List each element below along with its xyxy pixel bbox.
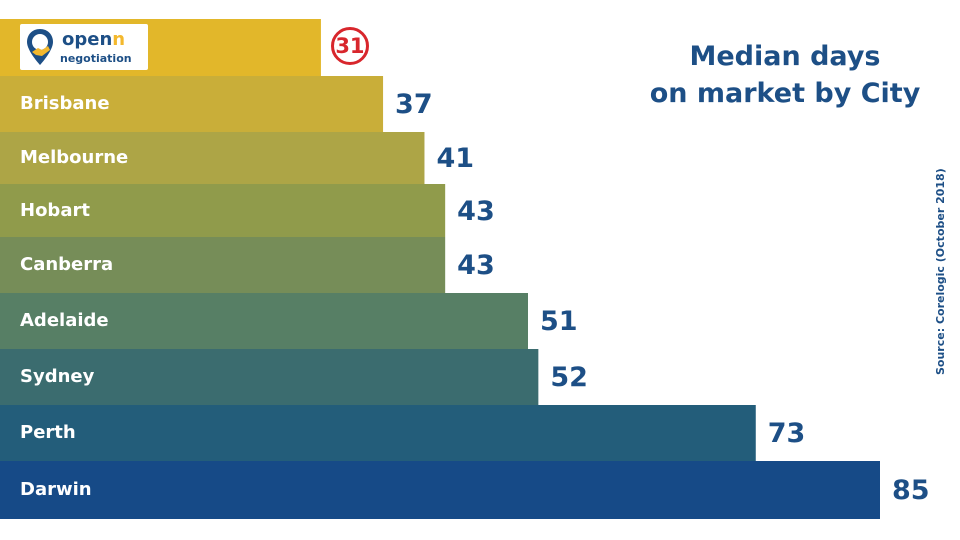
logo-wordmark: openn <box>62 29 126 50</box>
chart-title: Median days on market by City <box>620 38 950 112</box>
bar-adelaide <box>0 293 528 349</box>
value-label-highlight: 31 <box>330 27 369 65</box>
value-label-canberra: 43 <box>457 250 495 281</box>
bar-darwin <box>0 461 880 519</box>
bar-label-brisbane: Brisbane <box>20 93 110 114</box>
bar-canberra <box>0 237 446 293</box>
bar-label-melbourne: Melbourne <box>20 147 129 168</box>
value-label-sydney: 52 <box>550 362 588 393</box>
source-note: Source: Corelogic (October 2018) <box>934 168 947 375</box>
value-label-perth: 73 <box>767 418 806 449</box>
bar-brisbane <box>0 76 384 132</box>
value-label-brisbane: 37 <box>395 89 433 120</box>
bar-perth <box>0 405 756 461</box>
bar-label-canberra: Canberra <box>20 254 114 275</box>
chart-title-line1: Median days <box>689 41 881 72</box>
bar-label-hobart: Hobart <box>20 199 90 221</box>
chart-title-line2: on market by City <box>649 78 921 109</box>
bar-hobart <box>0 184 446 237</box>
logo-subtitle: negotiation <box>60 52 132 65</box>
logo: openn negotiation <box>20 24 148 70</box>
bar-label-sydney: Sydney <box>20 366 95 387</box>
value-label-adelaide: 51 <box>540 306 578 337</box>
bar-sydney <box>0 349 539 405</box>
bar-label-darwin: Darwin <box>20 479 92 500</box>
bar-melbourne <box>0 132 425 184</box>
bar-label-perth: Perth <box>20 422 76 443</box>
map-pin-handshake-icon <box>27 29 53 65</box>
value-label-hobart: 43 <box>457 195 495 227</box>
value-label-melbourne: 41 <box>436 143 475 174</box>
value-label-darwin: 85 <box>892 475 930 506</box>
bar-label-adelaide: Adelaide <box>20 310 109 331</box>
